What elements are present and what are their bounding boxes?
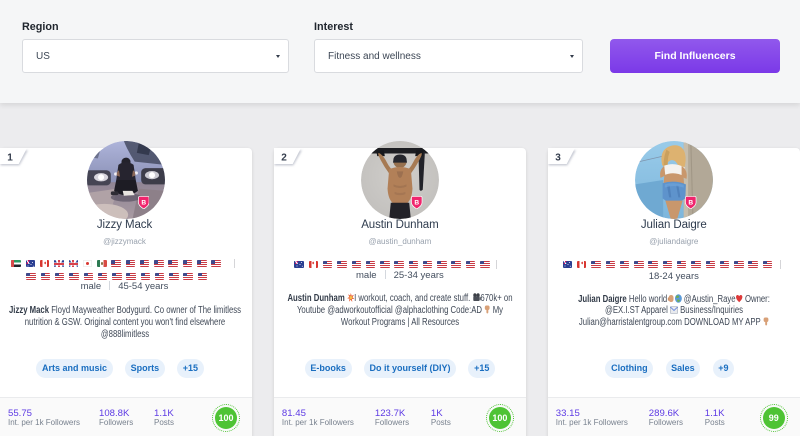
svg-text:B: B: [415, 200, 420, 207]
svg-text:3: 3: [555, 153, 561, 164]
svg-text:1: 1: [7, 153, 13, 164]
svg-text:2: 2: [281, 153, 287, 164]
svg-text:B: B: [689, 200, 694, 207]
svg-text:B: B: [141, 200, 146, 207]
